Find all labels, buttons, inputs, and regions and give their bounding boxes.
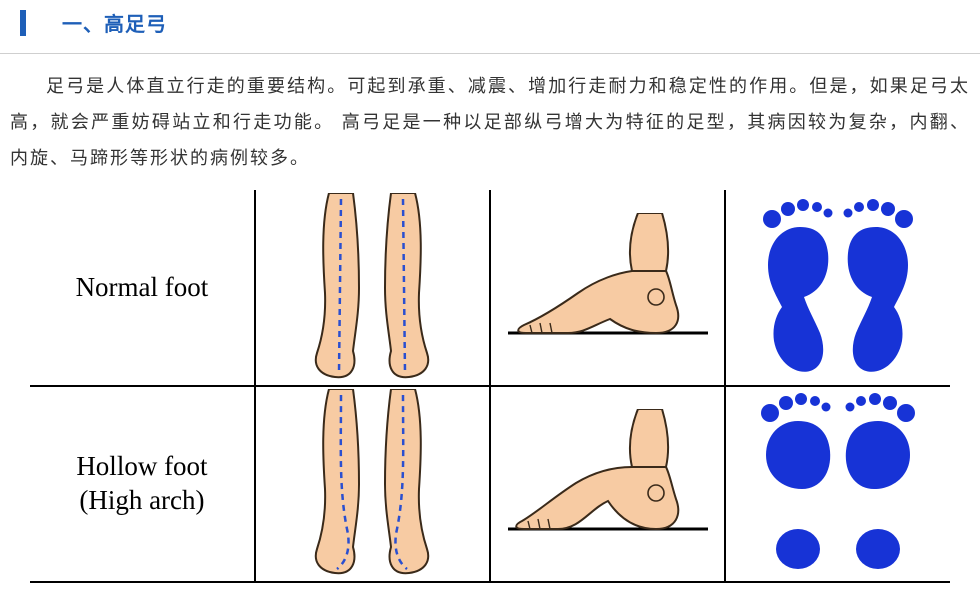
- foot-side-view-cell: [490, 190, 725, 386]
- accent-bar: [20, 10, 26, 36]
- side-normal-svg: [498, 213, 718, 363]
- legs-back-view-cell: [255, 190, 490, 386]
- body-paragraph: 足弓是人体直立行走的重要结构。可起到承重、减震、增加行走耐力和稳定性的作用。但是…: [0, 68, 980, 176]
- row-label-cell: Hollow foot (High arch): [30, 386, 255, 582]
- footprint-cell: [725, 190, 950, 386]
- side-hollow-svg: [498, 409, 718, 559]
- table-row: Hollow foot (High arch): [30, 386, 950, 582]
- footprint-cell: [725, 386, 950, 582]
- legs-hollow-svg: [277, 389, 467, 579]
- section-header: 一、高足弓: [0, 0, 980, 49]
- legs-normal-svg: [277, 193, 467, 383]
- section-title: 一、高足弓: [62, 8, 167, 37]
- footprint-hollow-svg: [738, 389, 938, 579]
- comparison-table: Normal foot: [30, 190, 950, 583]
- foot-comparison-diagram: Normal foot: [0, 190, 980, 598]
- row-label-cell: Normal foot: [30, 190, 255, 386]
- divider: [0, 53, 980, 54]
- row-label: Hollow foot (High arch): [30, 450, 254, 518]
- foot-side-view-cell: [490, 386, 725, 582]
- footprint-normal-svg: [738, 193, 938, 383]
- row-label: Normal foot: [30, 271, 254, 305]
- legs-back-view-cell: [255, 386, 490, 582]
- table-row: Normal foot: [30, 190, 950, 386]
